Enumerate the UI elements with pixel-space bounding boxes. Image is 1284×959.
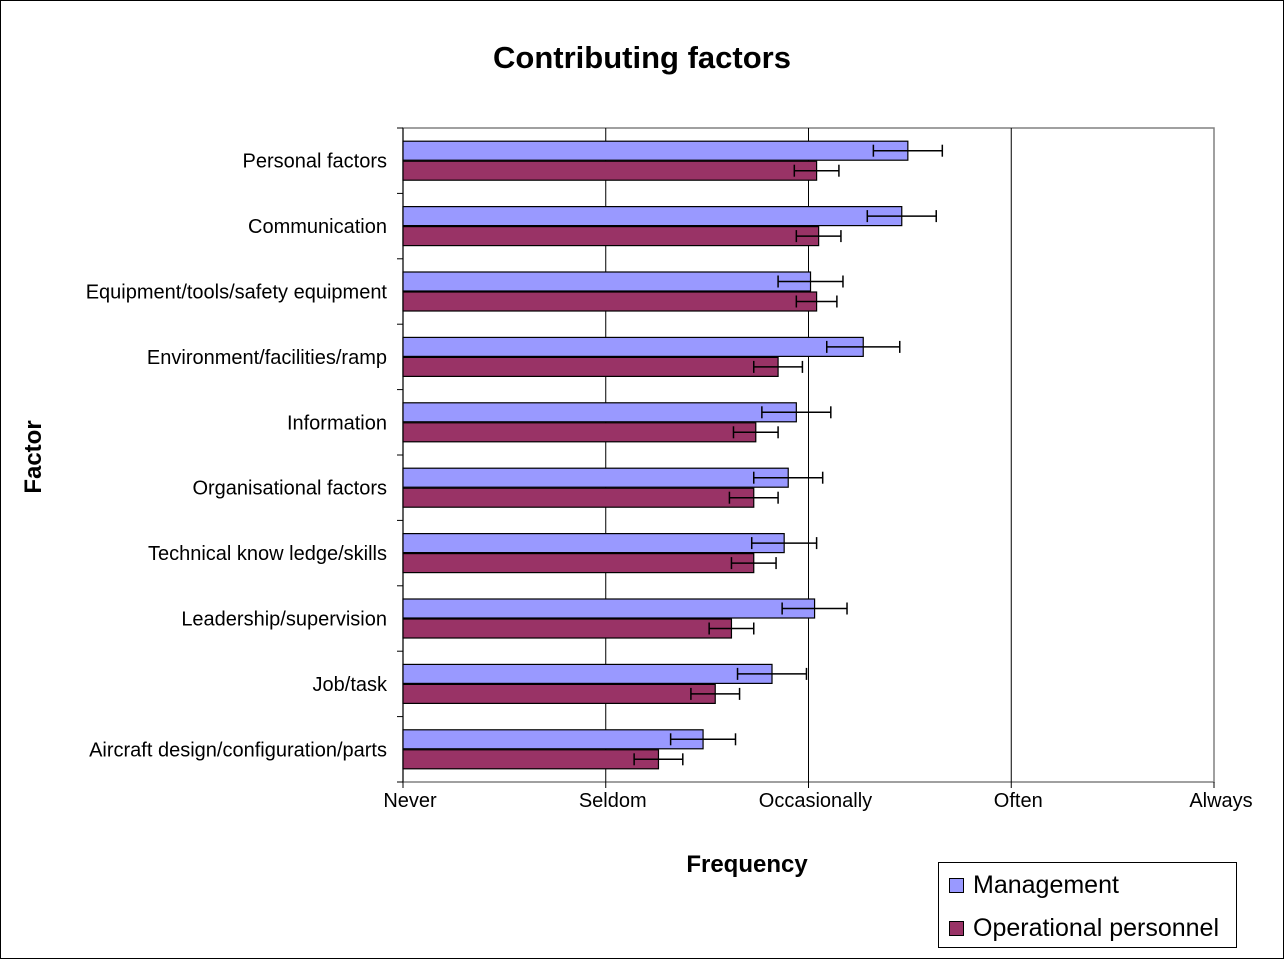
x-tick-label: Seldom xyxy=(579,790,647,812)
x-tick-label: Never xyxy=(383,790,437,812)
bar-operational-personnel xyxy=(402,487,755,508)
category-label: Information xyxy=(287,412,387,434)
category-label: Technical know ledge/skills xyxy=(148,543,387,565)
legend-item-management: Management xyxy=(949,871,1119,900)
legend-swatch-operational-personnel xyxy=(949,921,964,936)
category-label: Job/task xyxy=(313,674,388,696)
bar-management xyxy=(402,206,903,227)
bar-management xyxy=(402,729,704,750)
bar-management xyxy=(402,663,773,685)
legend-label-management: Management xyxy=(973,871,1119,899)
chart-title: Contributing factors xyxy=(493,40,791,75)
x-tick-label: Occasionally xyxy=(759,790,872,812)
bar-management xyxy=(402,402,797,423)
category-label: Personal factors xyxy=(242,151,387,173)
bar-operational-personnel xyxy=(402,356,779,377)
bar-operational-personnel xyxy=(402,683,716,705)
category-label: Communication xyxy=(248,216,387,238)
bar-management xyxy=(402,271,812,292)
bar-management xyxy=(402,467,789,488)
category-label: Equipment/tools/safety equipment xyxy=(86,282,388,304)
bar-operational-personnel xyxy=(402,291,818,312)
x-tick-label: Always xyxy=(1189,790,1252,812)
bar-operational-personnel xyxy=(402,160,818,181)
legend-label-operational-personnel: Operational personnel xyxy=(973,914,1219,942)
legend: Management Operational personnel xyxy=(938,862,1237,948)
category-label: Aircraft design/configuration/parts xyxy=(89,739,387,761)
legend-swatch-management xyxy=(949,878,964,893)
bar-management xyxy=(402,140,909,161)
bar-operational-personnel xyxy=(402,618,733,639)
bar-operational-personnel xyxy=(402,749,660,770)
legend-item-operational-personnel: Operational personnel xyxy=(949,914,1219,943)
category-label: Environment/facilities/ramp xyxy=(147,347,387,369)
x-tick-label: Often xyxy=(994,790,1043,812)
bar-operational-personnel xyxy=(402,226,820,247)
bar-management xyxy=(402,532,785,554)
bar-management xyxy=(402,598,816,619)
bar-management xyxy=(402,336,864,357)
category-label: Leadership/supervision xyxy=(181,609,387,631)
bar-operational-personnel xyxy=(402,552,755,574)
category-label: Organisational factors xyxy=(192,478,387,500)
bar-operational-personnel xyxy=(402,422,757,443)
x-axis-title: Frequency xyxy=(686,851,808,878)
